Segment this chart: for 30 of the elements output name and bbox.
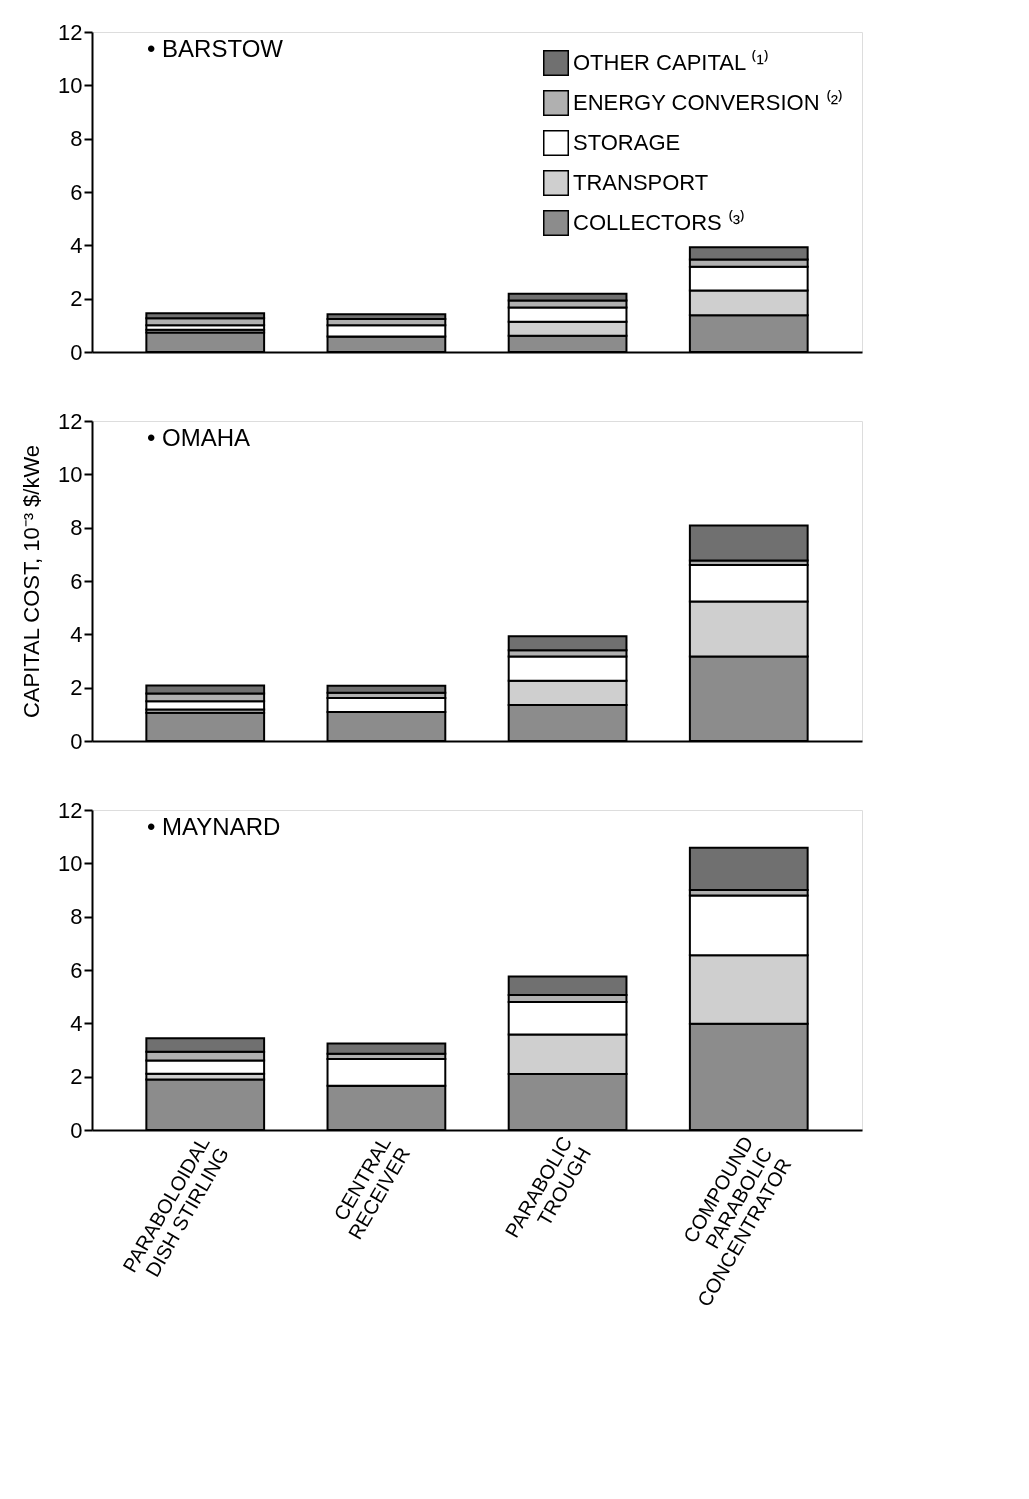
- y-tick-label: 12: [58, 408, 83, 434]
- legend-label: TRANSPORT: [573, 170, 709, 195]
- legend-label: ENERGY CONVERSION ⁽²⁾: [573, 90, 843, 115]
- y-tick-label: 4: [70, 232, 83, 258]
- legend-label: COLLECTORS ⁽³⁾: [573, 210, 746, 235]
- y-tick-label: 10: [58, 72, 83, 98]
- y-tick-label: 6: [70, 957, 83, 983]
- chart-title: • BARSTOW: [147, 35, 284, 62]
- y-tick-label: 10: [58, 461, 83, 487]
- y-tick-label: 4: [70, 1010, 83, 1036]
- y-tick-label: 6: [70, 179, 83, 205]
- chart-title: • OMAHA: [147, 424, 251, 451]
- y-tick-label: 8: [70, 515, 83, 541]
- y-tick-label: 2: [70, 675, 83, 701]
- y-tick-label: 0: [70, 1117, 83, 1143]
- y-tick-label: 12: [58, 19, 83, 45]
- y-tick-label: 0: [70, 728, 83, 754]
- y-tick-label: 8: [70, 126, 83, 152]
- legend-label: OTHER CAPITAL ⁽¹⁾: [573, 50, 769, 75]
- y-tick-label: 2: [70, 1064, 83, 1090]
- y-tick-label: 4: [70, 621, 83, 647]
- y-tick-label: 2: [70, 286, 83, 312]
- y-tick-label: 8: [70, 904, 83, 930]
- y-tick-label: 12: [58, 797, 83, 823]
- legend-label: STORAGE: [573, 130, 681, 155]
- y-tick-label: 6: [70, 568, 83, 594]
- chart-title: • MAYNARD: [147, 813, 281, 840]
- y-tick-label: 0: [70, 339, 83, 365]
- y-axis-title: CAPITAL COST, 10⁻³ $/kWe: [19, 444, 45, 719]
- y-tick-label: 10: [58, 850, 83, 876]
